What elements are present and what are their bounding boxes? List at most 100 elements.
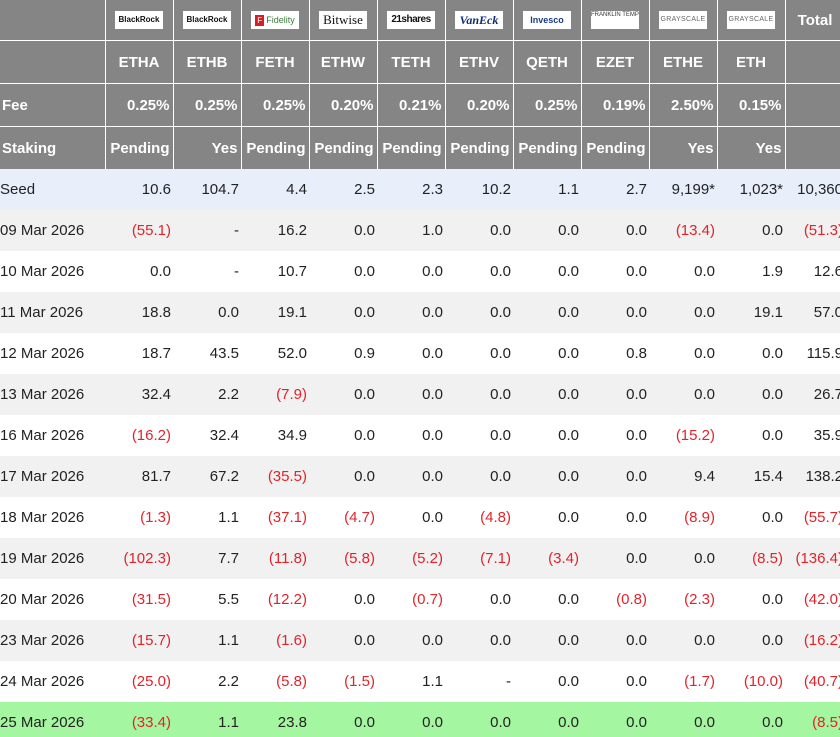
latest-flow-row: 25 Mar 2026 (33.4) 1.1 23.8 0.0 0.0 0.0 0.0 0.0 0… bbox=[0, 702, 840, 737]
flow-cell: 0.0 bbox=[513, 661, 581, 702]
flow-cell: 0.0 bbox=[173, 292, 241, 333]
flow-cell: 0.0 bbox=[445, 456, 513, 497]
flow-cell: (5.8) bbox=[241, 661, 309, 702]
flow-cell: 43.5 bbox=[173, 333, 241, 374]
total-flow-cell: 138.2 bbox=[785, 456, 840, 497]
flow-cell: 0.0 bbox=[309, 415, 377, 456]
flow-cell: 0.0 bbox=[581, 661, 649, 702]
flow-cell: 0.0 bbox=[717, 620, 785, 661]
blackrock-logo: BlackRock bbox=[183, 11, 231, 30]
flow-cell: 0.0 bbox=[581, 415, 649, 456]
total-flow-cell: 115.9 bbox=[785, 333, 840, 374]
staking-cell: Yes bbox=[717, 126, 786, 169]
fidelity-logo: F Fidelity bbox=[251, 11, 299, 30]
staking-cell: Yes bbox=[649, 126, 718, 169]
ticker-label-cell bbox=[0, 40, 106, 84]
row-date-label: 23 Mar 2026 bbox=[0, 620, 105, 661]
flow-cell: (15.7) bbox=[105, 620, 173, 661]
flow-cell: 0.0 bbox=[513, 251, 581, 292]
flow-cell: 1.9 bbox=[717, 251, 785, 292]
flow-cell: 0.0 bbox=[649, 251, 717, 292]
flow-cell: 10.2 bbox=[445, 169, 513, 210]
row-date-label: 16 Mar 2026 bbox=[0, 415, 105, 456]
flow-cell: 2.2 bbox=[173, 374, 241, 415]
staking-cell: Pending bbox=[581, 126, 650, 169]
flow-cell: 0.0 bbox=[649, 538, 717, 579]
flow-cell: 0.9 bbox=[309, 333, 377, 374]
flow-cell: 0.0 bbox=[513, 497, 581, 538]
flow-cell: 18.8 bbox=[105, 292, 173, 333]
total-flow-cell: (42.0) bbox=[785, 579, 840, 620]
ticker-cell: EZET bbox=[581, 40, 650, 84]
row-date-label: 11 Mar 2026 bbox=[0, 292, 105, 333]
flow-cell: 0.0 bbox=[717, 415, 785, 456]
flow-cell: (7.1) bbox=[445, 538, 513, 579]
flow-cell: 0.0 bbox=[581, 702, 649, 737]
flow-cell: 0.0 bbox=[309, 702, 377, 737]
flow-cell: 0.0 bbox=[513, 620, 581, 661]
row-date-label: 18 Mar 2026 bbox=[0, 497, 105, 538]
flow-cell: 0.0 bbox=[377, 497, 445, 538]
fee-cell: 0.20% bbox=[309, 83, 378, 127]
flow-cell: (0.7) bbox=[377, 579, 445, 620]
flow-cell: 0.0 bbox=[377, 333, 445, 374]
vaneck-logo: VanEck bbox=[455, 11, 503, 30]
flow-cell: 52.0 bbox=[241, 333, 309, 374]
invesco-logo: Invesco bbox=[523, 11, 571, 30]
flow-cell: 23.8 bbox=[241, 702, 309, 737]
flow-cell: 81.7 bbox=[105, 456, 173, 497]
total-flow-cell: 12.6 bbox=[785, 251, 840, 292]
row-date-label: 09 Mar 2026 bbox=[0, 210, 105, 251]
staking-label: Staking bbox=[0, 126, 106, 169]
flow-cell: (1.7) bbox=[649, 661, 717, 702]
flow-cell: 0.0 bbox=[581, 538, 649, 579]
issuer-logo-cell: GRAYSCALE bbox=[717, 0, 786, 41]
issuer-logo-cell: BlackRock bbox=[105, 0, 174, 41]
flow-cell: 67.2 bbox=[173, 456, 241, 497]
flow-row: 10 Mar 2026 0.0-10.7 0.0 0.0 0.0 0.0 0.0 0.0 1.9… bbox=[0, 251, 840, 292]
flow-cell: 32.4 bbox=[173, 415, 241, 456]
ticker-cell: ETHB bbox=[173, 40, 242, 84]
flow-cell: (33.4) bbox=[105, 702, 173, 737]
flow-cell: 2.7 bbox=[581, 169, 649, 210]
flow-cell: (3.4) bbox=[513, 538, 581, 579]
fee-cell: 0.20% bbox=[445, 83, 514, 127]
flow-cell: 0.0 bbox=[717, 333, 785, 374]
flow-cell: 0.0 bbox=[581, 497, 649, 538]
flow-cell: 0.0 bbox=[445, 620, 513, 661]
flow-row: 18 Mar 2026 (1.3) 1.1 (37.1) (4.7) 0.0 (4.8) 0.… bbox=[0, 497, 840, 538]
flow-cell: 0.0 bbox=[513, 333, 581, 374]
staking-cell: Pending bbox=[377, 126, 446, 169]
flow-cell: 0.0 bbox=[445, 415, 513, 456]
flow-cell: (55.1) bbox=[105, 210, 173, 251]
flow-cell: 19.1 bbox=[717, 292, 785, 333]
flow-cell: 32.4 bbox=[105, 374, 173, 415]
flow-cell: 2.3 bbox=[377, 169, 445, 210]
flow-cell: 0.0 bbox=[377, 620, 445, 661]
flow-cell: 0.0 bbox=[105, 251, 173, 292]
ticker-cell: ETH bbox=[717, 40, 786, 84]
row-date-label: Seed bbox=[0, 169, 105, 210]
flow-row: 23 Mar 2026 (15.7) 1.1 (1.6) 0.0 0.0 0.0 0.0 0.0… bbox=[0, 620, 840, 661]
flow-cell: 9.4 bbox=[649, 456, 717, 497]
issuer-logo-cell: BlackRock bbox=[173, 0, 242, 41]
flow-cell: 0.0 bbox=[309, 456, 377, 497]
flow-cell: 0.0 bbox=[377, 374, 445, 415]
flow-cell: 0.0 bbox=[649, 292, 717, 333]
flow-cell: 5.5 bbox=[173, 579, 241, 620]
flow-cell: (5.8) bbox=[309, 538, 377, 579]
flow-cell: 0.0 bbox=[445, 210, 513, 251]
flow-cell: 0.0 bbox=[445, 579, 513, 620]
flow-cell: 10.6 bbox=[105, 169, 173, 210]
flow-cell: (4.7) bbox=[309, 497, 377, 538]
flow-cell: 1.1 bbox=[173, 620, 241, 661]
flow-row: 19 Mar 2026 (102.3) 7.7 (11.8) (5.8) (5.2) (7.… bbox=[0, 538, 840, 579]
flow-cell: (35.5) bbox=[241, 456, 309, 497]
flow-cell: 0.0 bbox=[445, 333, 513, 374]
flow-cell: 0.0 bbox=[309, 579, 377, 620]
flow-cell: 2.2 bbox=[173, 661, 241, 702]
fee-cell: 0.25% bbox=[105, 83, 174, 127]
flow-cell: (5.2) bbox=[377, 538, 445, 579]
